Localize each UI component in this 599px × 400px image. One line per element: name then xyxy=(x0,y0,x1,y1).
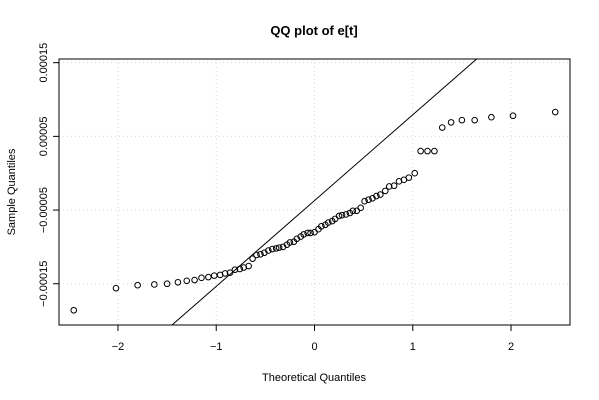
y-tick-label: 0.00005 xyxy=(38,116,50,156)
data-point xyxy=(134,281,141,289)
data-point xyxy=(349,207,357,215)
data-point xyxy=(231,266,239,274)
x-tick-label: 1 xyxy=(410,341,416,353)
data-point xyxy=(551,108,559,116)
data-point xyxy=(191,276,198,284)
data-point xyxy=(447,119,455,126)
data-point xyxy=(318,222,325,230)
data-point xyxy=(417,147,424,155)
data-point xyxy=(304,229,311,237)
data-point xyxy=(253,251,260,259)
x-tick-label: −1 xyxy=(210,341,223,353)
points-group xyxy=(70,108,559,314)
data-point xyxy=(324,219,332,226)
data-point xyxy=(361,197,368,205)
data-point xyxy=(226,269,234,276)
data-point xyxy=(249,255,256,262)
data-point xyxy=(488,113,495,121)
data-point xyxy=(286,239,294,246)
x-axis: −2 −1 0 1 2 xyxy=(112,324,514,353)
data-point xyxy=(198,274,205,282)
data-point xyxy=(268,245,276,253)
data-point xyxy=(458,116,466,124)
data-point xyxy=(163,280,171,288)
data-point xyxy=(151,281,158,288)
data-point xyxy=(377,191,384,198)
data-point xyxy=(174,278,182,286)
data-point xyxy=(365,196,372,204)
data-point xyxy=(245,262,252,270)
data-point xyxy=(373,192,380,200)
data-point xyxy=(236,265,244,273)
data-point xyxy=(205,273,212,281)
y-tick-label: −0.00015 xyxy=(38,261,50,307)
data-point xyxy=(405,174,413,181)
data-point xyxy=(300,231,307,238)
x-axis-label: Theoretical Quantiles xyxy=(262,372,366,384)
data-point xyxy=(471,116,478,124)
data-point xyxy=(424,147,431,155)
y-axis-label: Sample Quantiles xyxy=(6,148,18,235)
data-point xyxy=(272,245,280,252)
data-point xyxy=(338,211,346,219)
y-tick-label: −0.00005 xyxy=(38,187,50,233)
data-point xyxy=(381,187,389,195)
y-tick-label: 0.00015 xyxy=(38,43,50,83)
reference-line-group xyxy=(171,58,477,326)
data-point xyxy=(438,124,446,131)
data-point xyxy=(335,212,343,220)
y-axis: −0.00015 −0.00005 0.00005 0.00015 xyxy=(38,43,60,307)
data-point xyxy=(411,169,419,177)
data-point xyxy=(342,211,350,218)
data-point xyxy=(70,306,78,314)
x-tick-label: 0 xyxy=(311,341,317,353)
data-point xyxy=(257,250,264,258)
data-point xyxy=(183,277,191,285)
x-tick-label: −2 xyxy=(112,341,125,353)
data-point xyxy=(221,270,229,277)
data-point xyxy=(275,244,283,251)
chart-title: QQ plot of e[t] xyxy=(270,23,357,38)
data-point xyxy=(390,182,398,190)
data-point xyxy=(385,183,393,190)
reference-line xyxy=(171,58,477,326)
data-point xyxy=(265,247,272,254)
data-point xyxy=(112,284,120,292)
data-point xyxy=(353,207,361,215)
data-point xyxy=(307,229,314,237)
grid xyxy=(59,59,570,325)
x-tick-label: 2 xyxy=(508,341,514,353)
data-point xyxy=(357,204,364,212)
data-point xyxy=(311,228,318,236)
data-point xyxy=(431,147,438,155)
data-point xyxy=(509,112,517,120)
